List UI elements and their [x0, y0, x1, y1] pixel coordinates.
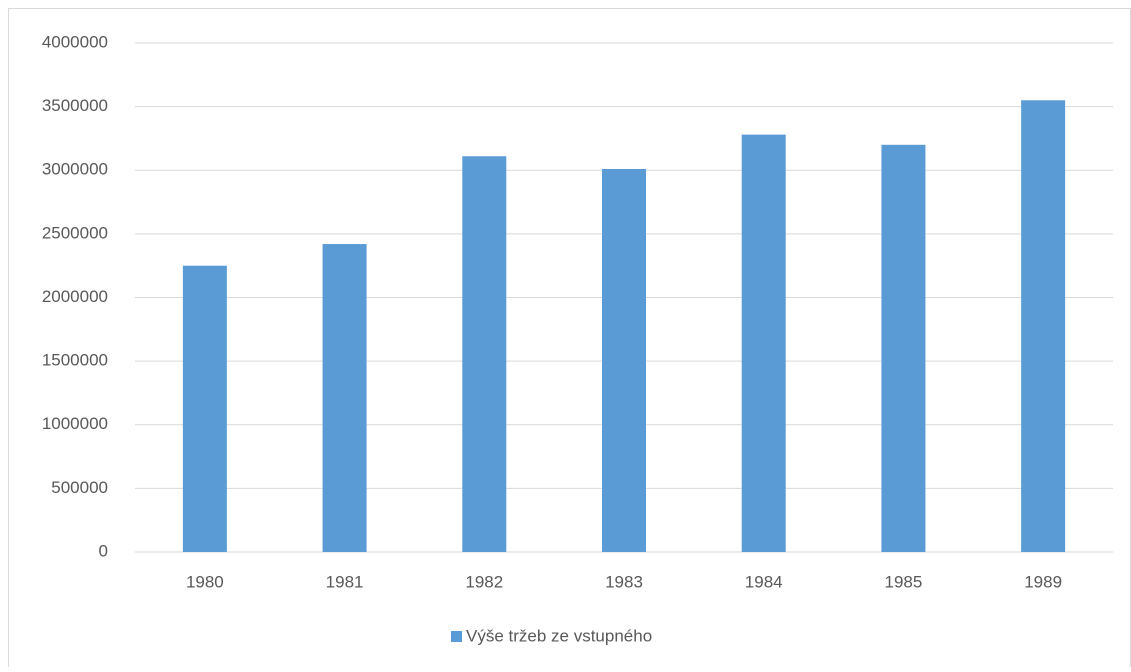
x-tick-label: 1980 — [186, 572, 224, 591]
bar — [741, 134, 786, 552]
bar — [462, 156, 507, 552]
x-tick-label: 1985 — [885, 572, 923, 591]
x-tick-label: 1989 — [1024, 572, 1062, 591]
legend-label: Výše tržeb ze vstupného — [466, 626, 652, 645]
y-tick-label: 2500000 — [42, 223, 108, 242]
bar — [182, 265, 227, 552]
x-tick-label: 1981 — [326, 572, 364, 591]
x-tick-label: 1983 — [605, 572, 643, 591]
legend-swatch — [451, 631, 462, 642]
bar — [602, 168, 646, 553]
y-tick-label: 0 — [99, 541, 108, 560]
bar — [322, 244, 367, 552]
x-tick-label: 1982 — [465, 572, 503, 591]
x-tick-label: 1984 — [745, 572, 783, 591]
bar — [1021, 100, 1066, 552]
chart-border — [8, 8, 1131, 672]
bar — [881, 144, 926, 553]
y-tick-label: 3500000 — [42, 96, 108, 115]
y-tick-label: 4000000 — [42, 32, 108, 51]
y-tick-label: 500000 — [51, 478, 108, 497]
y-tick-label: 1000000 — [42, 414, 108, 433]
y-tick-label: 1500000 — [42, 351, 108, 370]
y-tick-label: 3000000 — [42, 160, 108, 179]
y-tick-label: 2000000 — [42, 287, 108, 306]
